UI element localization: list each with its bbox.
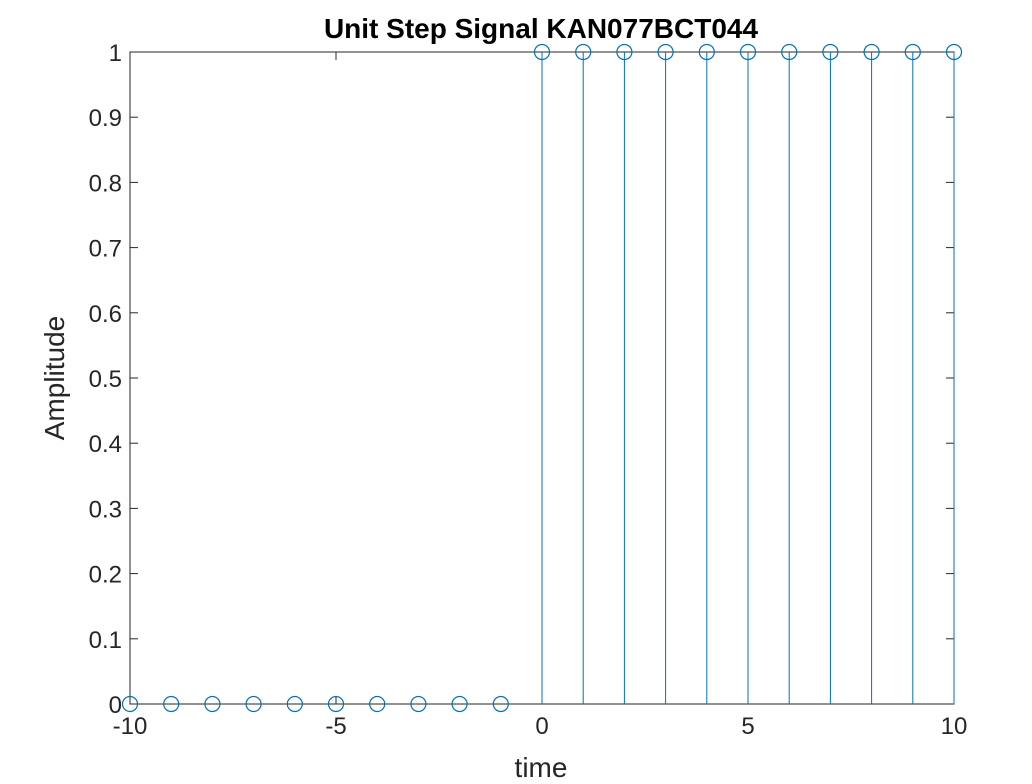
stem-marker: [904, 43, 921, 61]
y-tick-label: 0.8: [89, 170, 122, 197]
y-tick-label: 0.5: [89, 366, 122, 393]
chart-title: Unit Step Signal KAN077BCT044: [324, 13, 759, 44]
x-tick-label: -10: [113, 713, 148, 740]
stem-marker: [533, 43, 551, 61]
stem-marker: [451, 695, 468, 713]
y-axis-label: Amplitude: [39, 316, 70, 441]
y-tick-label: 1: [109, 40, 122, 67]
x-tick-label: -5: [325, 713, 346, 740]
stem-marker: [286, 695, 303, 713]
x-tick-label: 5: [741, 713, 754, 740]
stem-marker: [739, 43, 757, 61]
stem-marker: [163, 695, 180, 713]
y-tick-label: 0.9: [89, 105, 122, 132]
stem-marker: [822, 43, 839, 61]
stem-marker: [492, 695, 509, 713]
x-axis-label: time: [515, 752, 568, 783]
x-tick-label: 10: [941, 713, 968, 740]
stem-marker: [698, 43, 715, 61]
y-tick-label: 0.4: [89, 431, 122, 458]
y-tick-label: 0: [109, 692, 122, 719]
stem-marker: [410, 695, 427, 713]
stem-marker: [781, 43, 798, 61]
y-tick-label: 0.1: [89, 627, 122, 654]
stem-marker: [657, 43, 674, 61]
stem-marker: [369, 695, 386, 713]
plot-area: -10 -5 0 5 10 0 0.1 0.2 0.3 0.4 0.5 0.6 0.7 0.8 0.9 1: [89, 40, 968, 740]
stem-marker: [575, 43, 592, 61]
stem-marker: [327, 695, 345, 713]
stem-marker: [204, 695, 221, 713]
x-tick-label: 0: [535, 713, 548, 740]
stem-marker: [121, 695, 139, 713]
y-tick-label: 0.2: [89, 562, 122, 589]
stem-marker: [616, 43, 633, 61]
stem-marker: [863, 43, 880, 61]
stem-marker: [245, 695, 262, 713]
y-tick-label: 0.3: [89, 496, 122, 523]
stem-marker: [945, 43, 963, 61]
y-tick-label: 0.6: [89, 301, 122, 328]
y-tick-label: 0.7: [89, 236, 122, 263]
